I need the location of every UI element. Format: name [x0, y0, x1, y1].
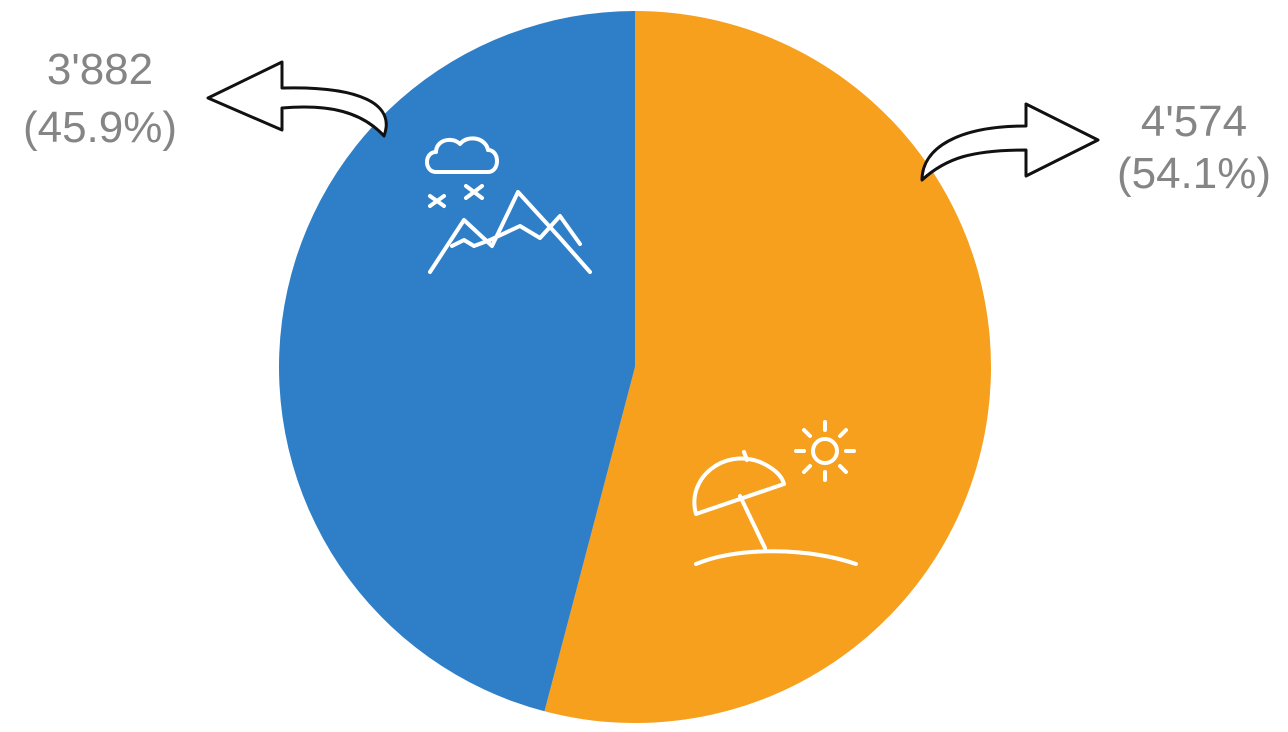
beach-umbrella-sun-icon	[692, 420, 858, 566]
pie-slice-summer	[544, 11, 991, 723]
callout-arrow-summer	[920, 102, 1100, 182]
data-label-winter-percent: (45.9%)	[23, 103, 177, 152]
mountain-snow-cloud-icon	[425, 136, 592, 274]
data-label-summer-value: 4'574	[1141, 97, 1247, 146]
data-label-winter-value: 3'882	[47, 45, 153, 94]
pie-slice-winter	[278, 11, 635, 712]
callout-arrow-winter	[206, 60, 388, 138]
data-label-summer-percent: (54.1%)	[1117, 149, 1271, 198]
